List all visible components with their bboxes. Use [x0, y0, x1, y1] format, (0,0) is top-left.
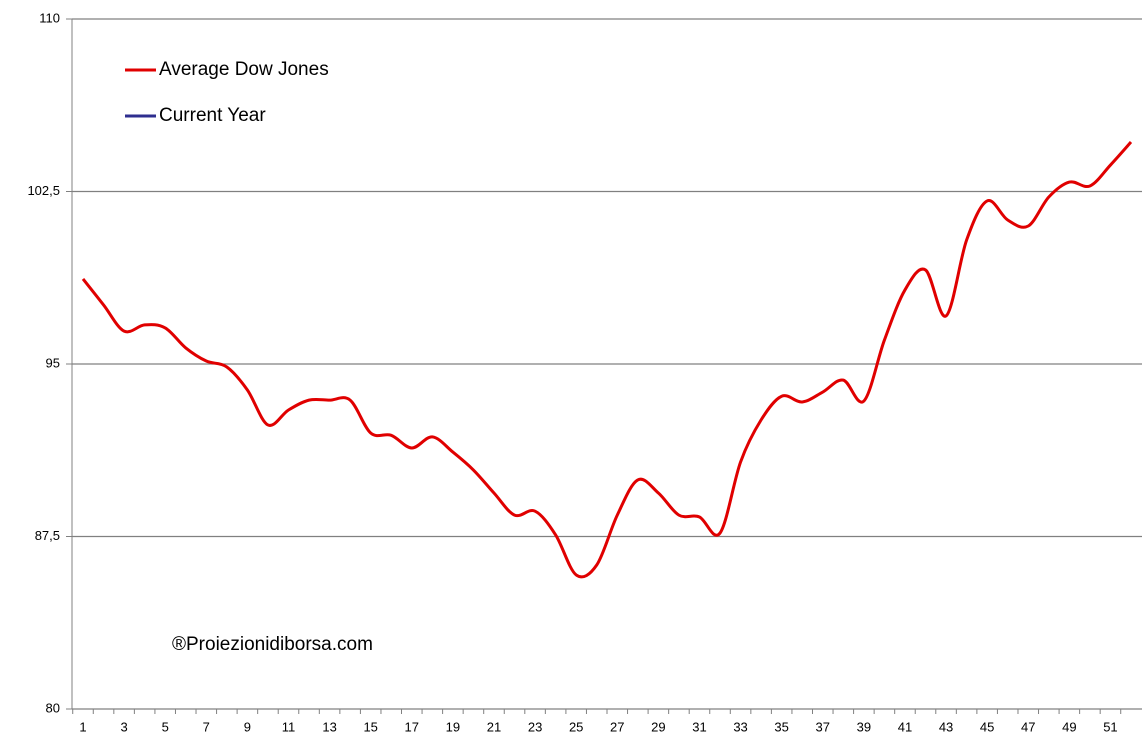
x-tick-label: 21	[487, 719, 501, 734]
x-tick-label: 23	[528, 719, 542, 734]
x-tick-label: 9	[244, 719, 251, 734]
legend-label: Current Year	[159, 105, 266, 126]
x-tick-label: 17	[405, 719, 419, 734]
x-tick-label: 5	[162, 719, 169, 734]
x-tick-label: 41	[898, 719, 912, 734]
x-tick-label: 15	[363, 719, 377, 734]
x-tick-label: 39	[857, 719, 871, 734]
x-tick-label: 33	[733, 719, 747, 734]
line	[81, 141, 1133, 579]
x-tick-label: 27	[610, 719, 624, 734]
x-tick-label: 49	[1062, 719, 1076, 734]
x-tick-label: 45	[980, 719, 994, 734]
y-tick-label: 87,5	[35, 528, 60, 543]
watermark: ®Proiezionidiborsa.com	[172, 634, 373, 655]
x-tick-label: 25	[569, 719, 583, 734]
x-tick-label: 13	[322, 719, 336, 734]
x-tick-label: 7	[203, 719, 210, 734]
x-tick-label: 3	[120, 719, 127, 734]
y-tick-label: 102,5	[27, 183, 60, 198]
x-tick-label: 31	[692, 719, 706, 734]
x-tick-label: 51	[1103, 719, 1117, 734]
x-tick-label: 19	[446, 719, 460, 734]
x-tick-label: 1	[79, 719, 86, 734]
y-tick-label: 80	[46, 700, 60, 715]
x-tick-label: 35	[774, 719, 788, 734]
y-tick-label: 95	[46, 355, 60, 370]
x-tick-label: 37	[816, 719, 830, 734]
y-tick-label: 110	[39, 10, 60, 25]
x-tick-label: 43	[939, 719, 953, 734]
x-tick-label: 11	[282, 719, 296, 734]
x-tick-label: 47	[1021, 719, 1035, 734]
legend-label: Average Dow Jones	[159, 59, 329, 80]
x-tick-label: 29	[651, 719, 665, 734]
